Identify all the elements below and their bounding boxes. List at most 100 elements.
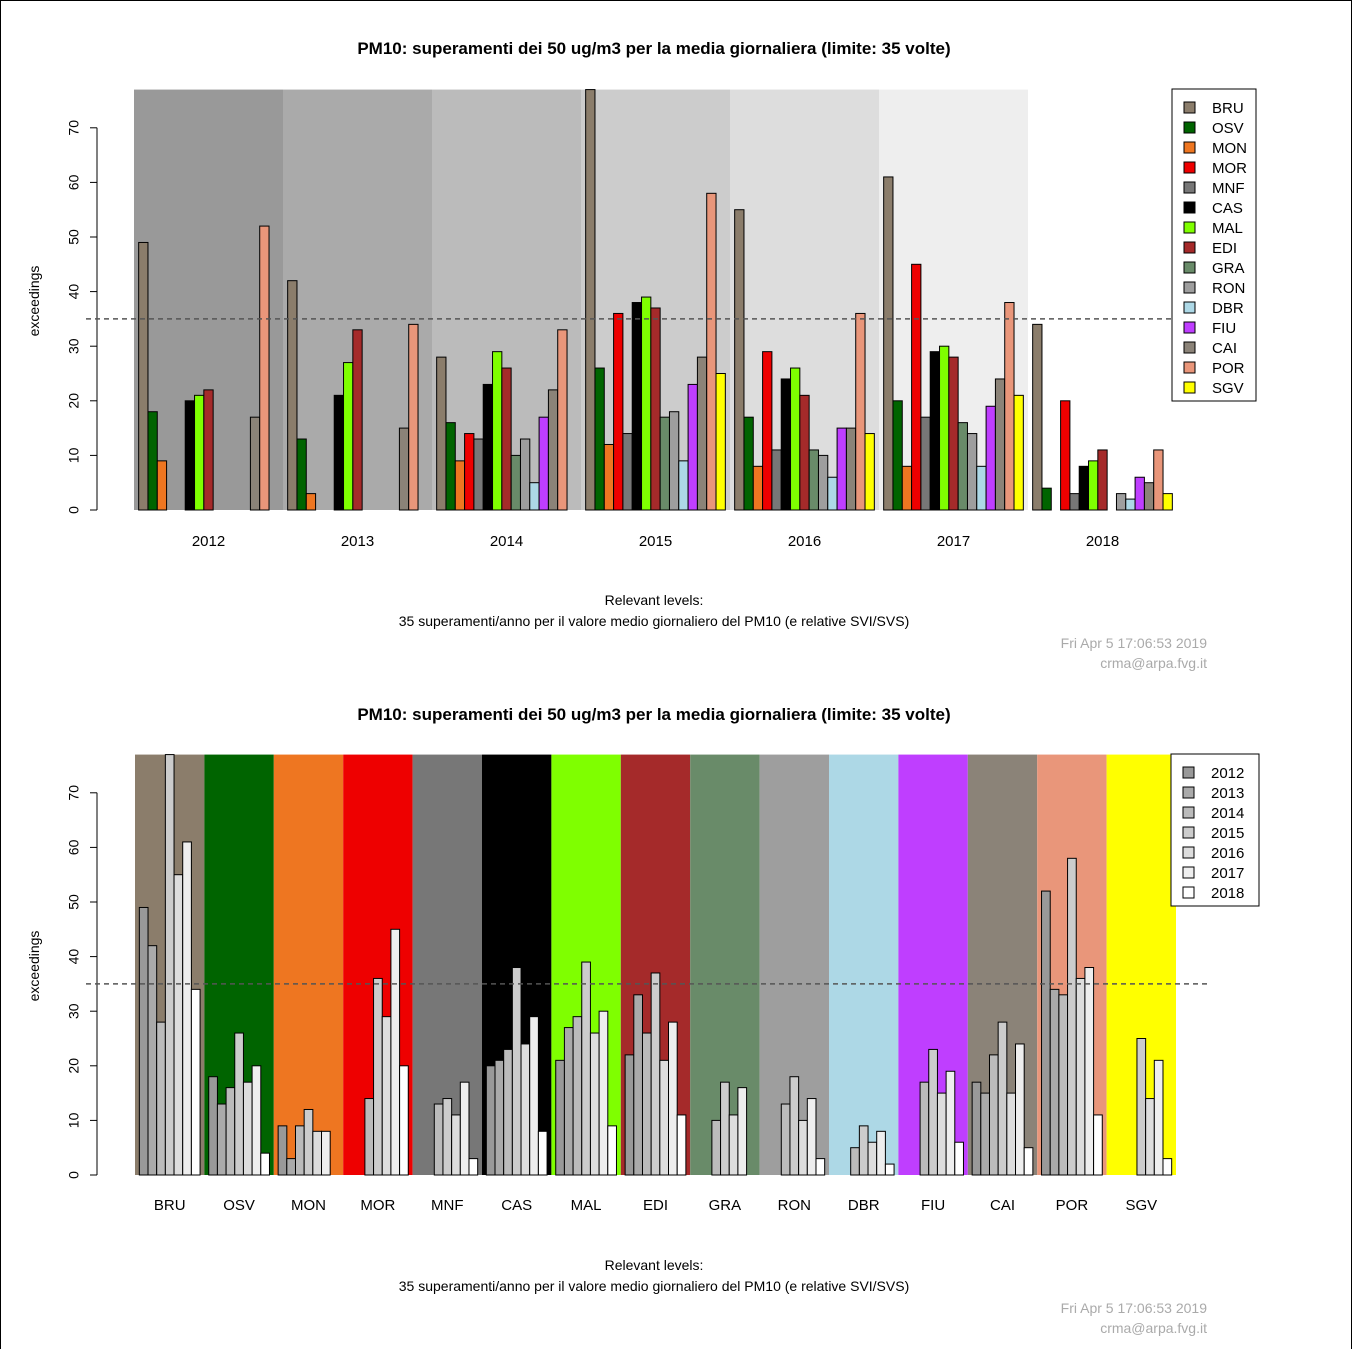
legend-swatch-2015 — [1182, 826, 1195, 839]
legend-label-cai: CAI — [1212, 340, 1237, 357]
bar-fiu-2016 — [936, 1092, 947, 1176]
legend-label-2013: 2013 — [1211, 785, 1244, 802]
contact-email: crma@arpa.fvg.it — [1100, 655, 1207, 671]
bar-2015-bru — [585, 89, 596, 511]
bar-mon-2013 — [286, 1158, 296, 1176]
bar-cas-2016 — [520, 1043, 531, 1176]
y-tick-label: 30 — [66, 338, 82, 354]
bar-mal-2018 — [607, 1125, 617, 1176]
bar-cai-2015 — [997, 1021, 1008, 1176]
bar-2015-edi — [650, 307, 661, 511]
bar-2018-mal — [1088, 460, 1099, 511]
bar-por-2018 — [1093, 1114, 1103, 1176]
bar-fiu-2014 — [919, 1081, 930, 1176]
contact-email: crma@arpa.fvg.it — [1100, 1320, 1207, 1336]
bar-2016-por — [855, 312, 866, 511]
y-tick-label: 0 — [66, 1171, 82, 1179]
bar-2012-por — [259, 225, 270, 511]
bar-2012-bru — [138, 241, 149, 511]
legend-swatch-por — [1183, 361, 1196, 374]
chart-title: PM10: superamenti dei 50 ug/m3 per la me… — [357, 39, 950, 58]
bar-mnf-2017 — [459, 1081, 470, 1176]
relevant-levels-label: Relevant levels: — [605, 592, 704, 608]
bar-2015-ron — [668, 411, 680, 511]
bar-cai-2016 — [1006, 1092, 1017, 1176]
legend-label-bru: BRU — [1212, 100, 1244, 117]
bar-2016-bru — [734, 209, 745, 511]
bar-ron-2014 — [780, 1103, 791, 1176]
timestamp: Fri Apr 5 17:06:53 2019 — [1061, 1300, 1208, 1316]
bar-2012-edi — [203, 389, 214, 511]
bar-mon-2014 — [294, 1125, 305, 1176]
x-tick-label: OSV — [223, 1197, 255, 1214]
bar-dbr-2016 — [867, 1141, 878, 1176]
band-mon — [273, 754, 344, 1175]
legend: 2012 2013 2014 2015 2016 2017 2018 — [1170, 753, 1260, 907]
x-tick-label: 2013 — [341, 533, 374, 550]
legend-label-por: POR — [1212, 360, 1245, 377]
bar-mnf-2015 — [442, 1098, 453, 1176]
bar-cas-2013 — [494, 1059, 505, 1176]
bar-2018-cas — [1078, 465, 1090, 511]
bar-ron-2015 — [789, 1076, 800, 1176]
x-tick-label: CAI — [990, 1197, 1015, 1214]
bar-por-2017 — [1084, 967, 1095, 1176]
bar-cai-2017 — [1015, 1043, 1025, 1176]
bar-dbr-2017 — [876, 1130, 886, 1176]
y-tick-label: 40 — [66, 284, 82, 300]
bar-2017-mor — [911, 263, 922, 511]
bar-edi-2015 — [650, 972, 661, 1176]
legend-swatch-2012 — [1182, 766, 1195, 779]
x-tick-label: BRU — [154, 1197, 186, 1214]
x-axis-labels: BRU OSV MON MOR MNF CAS MAL EDI GRA RON DBR FIU CAI P… — [154, 1197, 1157, 1214]
y-axis-label: exceedings — [26, 931, 42, 1002]
bar-2014-mnf — [473, 438, 484, 511]
bar-bru-2017 — [182, 841, 192, 1176]
bar-2015-dbr — [678, 460, 689, 511]
chart-by-station: 0 10 20 30 40 50 60 70 BRU OSV MON MOR MNF CAS MAL EDI… — [26, 705, 1260, 1336]
bar-edi-2014 — [641, 1032, 652, 1176]
x-tick-label: 2016 — [788, 533, 821, 550]
bar-dbr-2014 — [850, 1147, 860, 1176]
bar-mal-2015 — [581, 961, 591, 1176]
bar-2013-bru — [287, 280, 298, 511]
bar-ron-2016 — [798, 1119, 808, 1176]
bar-2017-sgv — [1013, 394, 1024, 511]
bar-2014-dbr — [529, 482, 540, 511]
bar-mnf-2016 — [451, 1114, 461, 1176]
bar-mal-2012 — [555, 1059, 565, 1176]
bar-ron-2018 — [815, 1158, 826, 1176]
bar-2015-mal — [641, 296, 652, 511]
relevant-levels-note: 35 superamenti/anno per il valore medio … — [399, 1278, 910, 1294]
x-tick-label: POR — [1056, 1197, 1089, 1214]
bar-2013-mal — [343, 362, 354, 511]
bar-mal-2017 — [598, 1010, 609, 1176]
bar-cas-2015 — [511, 967, 522, 1176]
bar-2016-mon — [752, 465, 764, 511]
bar-osv-2016 — [242, 1081, 253, 1176]
legend-label-mor: MOR — [1212, 160, 1247, 177]
bar-osv-2017 — [251, 1065, 262, 1176]
bar-2016-edi — [799, 394, 810, 511]
legend-swatch-sgv — [1183, 381, 1196, 394]
bar-mon-2017 — [321, 1130, 331, 1176]
bar-2014-gra — [510, 454, 521, 511]
y-tick-label: 50 — [66, 894, 82, 910]
bar-gra-2014 — [711, 1119, 722, 1176]
y-tick-label: 60 — [66, 174, 82, 190]
x-tick-label: 2017 — [937, 533, 970, 550]
relevant-levels-label: Relevant levels: — [605, 1257, 704, 1273]
legend-swatch-edi — [1183, 241, 1196, 254]
x-tick-label: 2012 — [192, 533, 225, 550]
bar-2014-ron — [519, 438, 531, 511]
bar-2014-mal — [492, 351, 503, 511]
bar-por-2013 — [1049, 988, 1060, 1176]
legend-swatch-2014 — [1182, 806, 1195, 819]
legend-label-dbr: DBR — [1212, 300, 1244, 317]
x-tick-label: SGV — [1125, 1197, 1157, 1214]
bar-2017-fiu — [985, 405, 996, 511]
legend-label-2015: 2015 — [1211, 825, 1244, 842]
legend-label-gra: GRA — [1212, 260, 1245, 277]
bar-2017-dbr — [976, 465, 987, 511]
legend-label-2016: 2016 — [1211, 845, 1244, 862]
